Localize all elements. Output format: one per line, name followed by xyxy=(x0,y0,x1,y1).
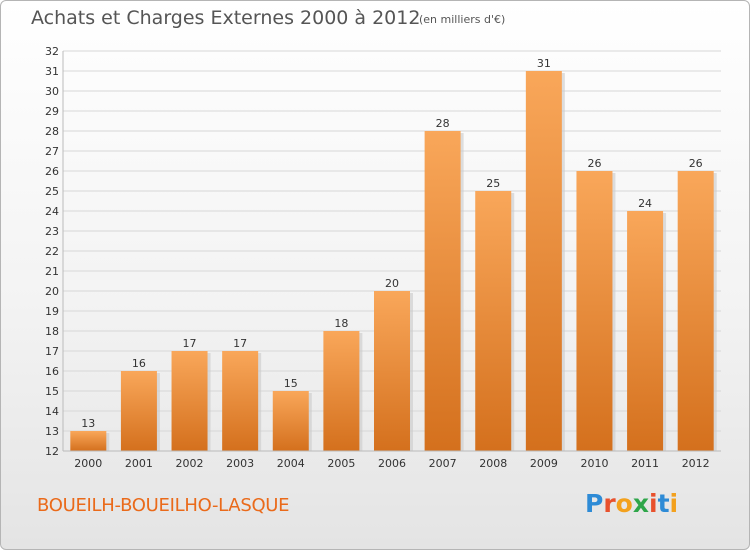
y-tick-label: 26 xyxy=(45,165,59,178)
bar xyxy=(171,351,208,451)
y-tick-label: 21 xyxy=(45,265,59,278)
y-tick-label: 32 xyxy=(45,45,59,58)
bar xyxy=(424,131,461,451)
logo-letter: o xyxy=(615,489,633,518)
data-label: 18 xyxy=(334,317,348,330)
data-label: 16 xyxy=(132,357,146,370)
axes: 12 13 14 15 16 17 18 19 20 21 22 23 24 25 26 27 28 29 30 31… xyxy=(45,45,721,470)
x-tick-label: 2002 xyxy=(176,457,204,470)
y-tick-label: 12 xyxy=(45,445,59,458)
data-label: 17 xyxy=(233,337,247,350)
data-label: 24 xyxy=(638,197,652,210)
y-tick-label: 27 xyxy=(45,145,59,158)
data-label: 25 xyxy=(486,177,500,190)
y-tick-label: 24 xyxy=(45,205,59,218)
proxiti-logo[interactable]: Proxiti xyxy=(585,489,678,518)
bar xyxy=(525,71,562,451)
x-tick-label: 2007 xyxy=(429,457,457,470)
y-tick-label: 22 xyxy=(45,245,59,258)
data-label: 13 xyxy=(81,417,95,430)
y-tick-label: 16 xyxy=(45,365,59,378)
logo-letter: r xyxy=(603,489,616,518)
y-tick-label: 30 xyxy=(45,85,59,98)
bar xyxy=(70,431,107,451)
x-tick-label: 2009 xyxy=(530,457,558,470)
y-tick-label: 13 xyxy=(45,425,59,438)
x-tick-label: 2011 xyxy=(631,457,659,470)
commune-name: BOUEILH-BOUEILHO-LASQUE xyxy=(37,495,290,516)
x-tick-label: 2010 xyxy=(580,457,608,470)
x-tick-label: 2005 xyxy=(327,457,355,470)
y-tick-label: 15 xyxy=(45,385,59,398)
data-label: 20 xyxy=(385,277,399,290)
logo-letter: t xyxy=(657,489,670,518)
bar xyxy=(323,331,360,451)
bar xyxy=(475,191,512,451)
x-tick-label: 2003 xyxy=(226,457,254,470)
x-tick-label: 2001 xyxy=(125,457,153,470)
bar xyxy=(222,351,259,451)
bar xyxy=(677,171,714,451)
bar xyxy=(120,371,157,451)
bar xyxy=(576,171,613,451)
bar xyxy=(374,291,410,451)
x-tick-label: 2006 xyxy=(378,457,406,470)
x-tick-label: 2012 xyxy=(682,457,710,470)
chart-title: Achats et Charges Externes 2000 à 2012 xyxy=(31,7,421,29)
bars xyxy=(70,71,717,451)
y-tick-label: 20 xyxy=(45,285,59,298)
y-tick-label: 29 xyxy=(45,105,59,118)
logo-letter: i xyxy=(669,489,679,518)
data-label: 15 xyxy=(284,377,298,390)
y-tick-label: 23 xyxy=(45,225,59,238)
y-tick-label: 18 xyxy=(45,325,59,338)
data-label: 26 xyxy=(587,157,601,170)
bar xyxy=(627,211,664,451)
logo-letter: P xyxy=(585,489,604,518)
chart-subtitle: (en milliers d'€) xyxy=(419,13,506,26)
data-label: 17 xyxy=(183,337,197,350)
logo-letter: i xyxy=(649,489,658,518)
x-tick-label: 2004 xyxy=(277,457,305,470)
data-label: 31 xyxy=(537,57,551,70)
y-tick-label: 31 xyxy=(45,65,59,78)
data-label: 28 xyxy=(436,117,450,130)
data-label: 26 xyxy=(689,157,703,170)
x-tick-label: 2008 xyxy=(479,457,507,470)
y-tick-label: 19 xyxy=(45,305,59,318)
bar xyxy=(272,391,309,451)
y-tick-label: 14 xyxy=(45,405,59,418)
y-tick-label: 25 xyxy=(45,185,59,198)
x-tick-label: 2000 xyxy=(74,457,102,470)
y-tick-label: 17 xyxy=(45,345,59,358)
y-tick-label: 28 xyxy=(45,125,59,138)
logo-letter: x xyxy=(632,489,649,518)
